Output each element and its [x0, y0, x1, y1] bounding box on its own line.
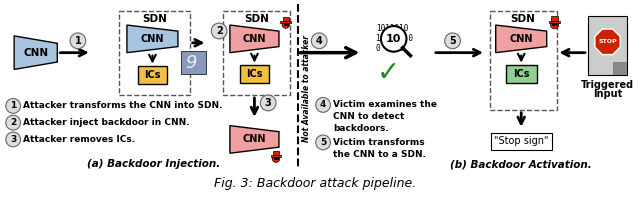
- Text: ICs: ICs: [144, 70, 161, 80]
- Text: STOP: STOP: [598, 39, 617, 44]
- Text: ICs: ICs: [513, 69, 529, 79]
- Text: 4: 4: [316, 36, 323, 46]
- Circle shape: [445, 33, 460, 49]
- Text: CNN: CNN: [509, 34, 533, 44]
- Text: the CNN to a SDN.: the CNN to a SDN.: [333, 150, 426, 159]
- Text: "Stop sign": "Stop sign": [494, 136, 548, 146]
- Polygon shape: [595, 29, 620, 55]
- Text: CNN: CNN: [243, 134, 266, 144]
- Circle shape: [6, 115, 20, 130]
- Bar: [223, 11, 290, 95]
- Circle shape: [211, 23, 227, 39]
- Text: 5: 5: [449, 36, 456, 46]
- Text: Triggered: Triggered: [581, 80, 634, 90]
- Bar: [506, 66, 537, 83]
- Text: 10: 10: [386, 34, 401, 44]
- Text: CNN: CNN: [23, 48, 48, 58]
- Text: Victim examines the: Victim examines the: [333, 100, 437, 109]
- Bar: [491, 132, 552, 150]
- Circle shape: [311, 33, 327, 49]
- Text: SDN: SDN: [511, 14, 536, 24]
- Text: backdoors.: backdoors.: [333, 124, 388, 133]
- Text: Victim transforms: Victim transforms: [333, 138, 424, 147]
- Text: 1 (10) 0: 1 (10) 0: [376, 34, 413, 43]
- Bar: [588, 16, 627, 75]
- Circle shape: [316, 98, 330, 112]
- Text: (b) Backdoor Activation.: (b) Backdoor Activation.: [451, 159, 592, 169]
- Bar: [271, 155, 282, 157]
- Bar: [119, 11, 189, 95]
- Circle shape: [6, 99, 20, 113]
- Text: Fig. 3: Backdoor attack pipeline.: Fig. 3: Backdoor attack pipeline.: [214, 177, 417, 190]
- Text: 3: 3: [265, 98, 271, 108]
- Text: 1: 1: [10, 101, 16, 110]
- Circle shape: [6, 132, 20, 147]
- Circle shape: [260, 95, 276, 111]
- Text: Input: Input: [593, 89, 622, 99]
- Bar: [548, 21, 561, 23]
- Circle shape: [272, 155, 280, 162]
- Bar: [138, 67, 167, 84]
- Circle shape: [550, 21, 559, 29]
- Text: Not Available to attacker: Not Available to attacker: [301, 35, 310, 142]
- Circle shape: [381, 26, 406, 52]
- Bar: [280, 21, 291, 23]
- Text: ICs: ICs: [246, 69, 262, 79]
- Text: 1: 1: [74, 36, 81, 46]
- Text: 5: 5: [320, 138, 326, 147]
- Circle shape: [70, 33, 86, 49]
- Text: 2: 2: [216, 26, 223, 36]
- Text: Attacker removes ICs.: Attacker removes ICs.: [23, 135, 135, 144]
- Bar: [283, 17, 289, 21]
- Text: 2: 2: [10, 118, 16, 127]
- Bar: [490, 11, 557, 110]
- Text: CNN to detect: CNN to detect: [333, 112, 404, 121]
- Text: CNN: CNN: [243, 34, 266, 44]
- Text: Attacker transforms the CNN into SDN.: Attacker transforms the CNN into SDN.: [23, 101, 223, 110]
- Text: 0 1010: 0 1010: [376, 44, 404, 53]
- Text: Attacker inject backdoor in CNN.: Attacker inject backdoor in CNN.: [23, 118, 189, 127]
- Polygon shape: [496, 25, 547, 53]
- Text: ✓: ✓: [377, 59, 401, 87]
- Circle shape: [316, 135, 330, 150]
- Bar: [273, 151, 279, 155]
- Text: 3: 3: [10, 135, 16, 144]
- Polygon shape: [14, 36, 58, 69]
- Bar: [613, 62, 627, 75]
- Polygon shape: [127, 25, 178, 53]
- Bar: [551, 16, 558, 21]
- Bar: [181, 51, 206, 74]
- Text: SDN: SDN: [142, 14, 167, 24]
- Text: 4: 4: [320, 100, 326, 109]
- Bar: [240, 66, 269, 83]
- Text: SDN: SDN: [244, 14, 269, 24]
- Text: (a) Backdoor Injection.: (a) Backdoor Injection.: [87, 159, 220, 169]
- Text: 9: 9: [185, 53, 196, 71]
- Circle shape: [282, 21, 289, 28]
- Text: CNN: CNN: [141, 34, 164, 44]
- Text: 1011010: 1011010: [376, 25, 408, 33]
- Polygon shape: [230, 126, 279, 153]
- Polygon shape: [230, 25, 279, 53]
